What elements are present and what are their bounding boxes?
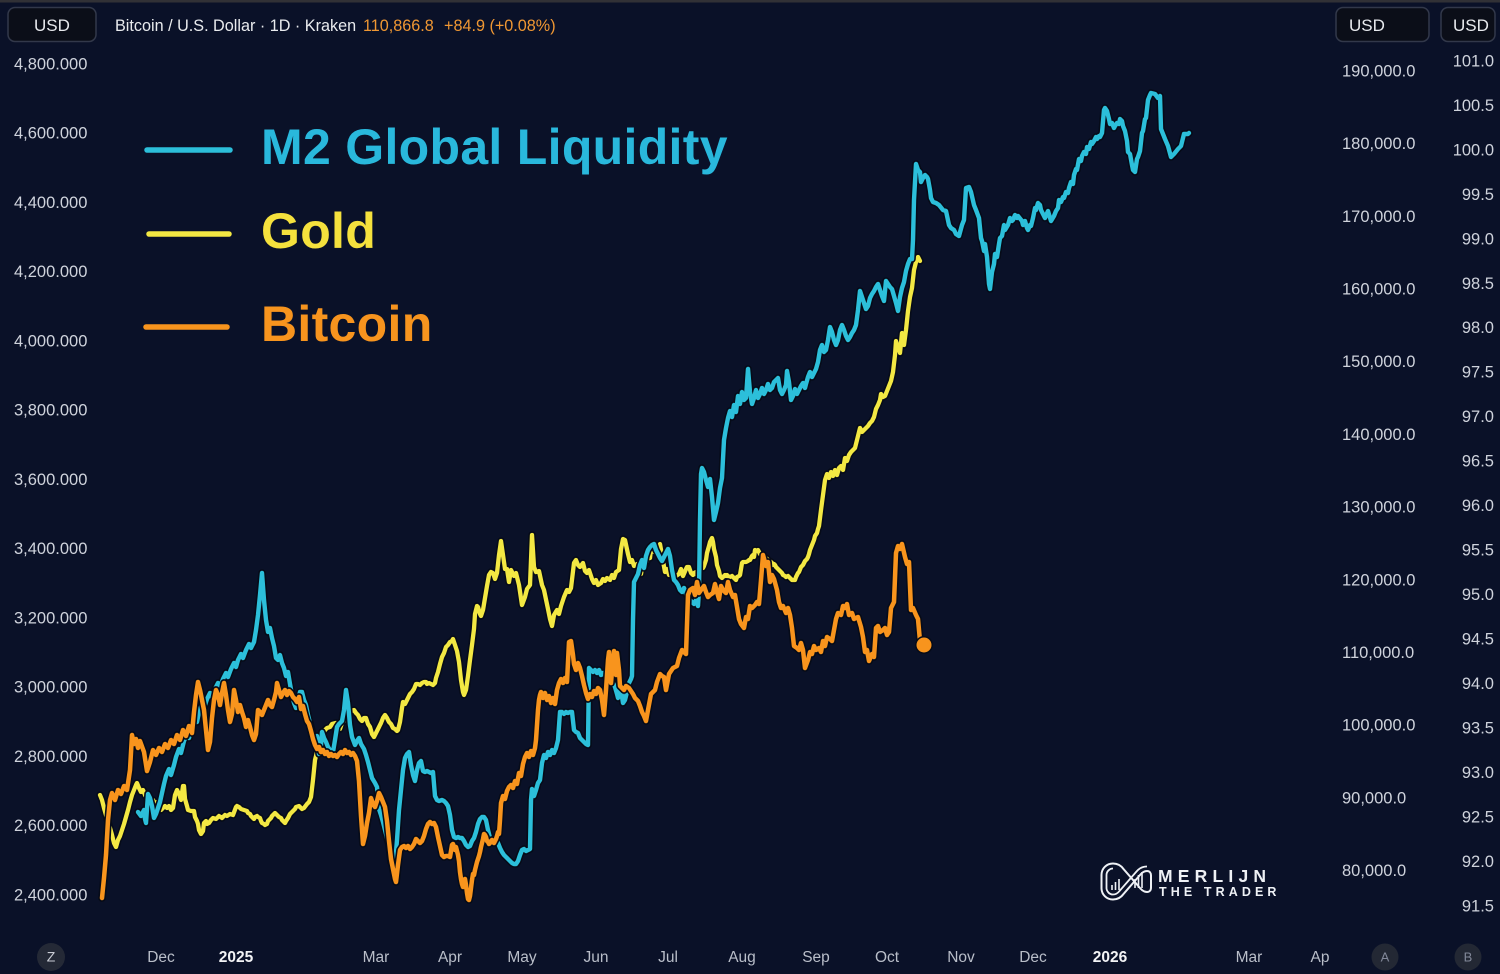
- svg-text:3,000.000: 3,000.000: [14, 679, 87, 697]
- svg-text:Nov: Nov: [947, 949, 975, 966]
- svg-text:USD: USD: [1453, 16, 1489, 35]
- svg-text:USD: USD: [1349, 16, 1385, 35]
- svg-text:94.5: 94.5: [1462, 630, 1494, 648]
- svg-text:Bitcoin / U.S. Dollar · 1D · K: Bitcoin / U.S. Dollar · 1D · Kraken: [115, 17, 356, 35]
- svg-text:May: May: [507, 949, 537, 966]
- svg-text:Mar: Mar: [363, 949, 390, 966]
- svg-text:4,800.000: 4,800.000: [14, 55, 87, 73]
- svg-text:MERLIJN: MERLIJN: [1158, 866, 1271, 886]
- svg-text:150,000.0: 150,000.0: [1342, 353, 1415, 371]
- svg-text:96.0: 96.0: [1462, 497, 1494, 515]
- svg-text:100.0: 100.0: [1453, 141, 1494, 159]
- svg-text:Dec: Dec: [1019, 949, 1047, 966]
- svg-text:95.5: 95.5: [1462, 542, 1494, 560]
- svg-text:110,000.0: 110,000.0: [1342, 644, 1414, 662]
- svg-text:USD: USD: [34, 16, 70, 35]
- svg-text:4,200.000: 4,200.000: [14, 263, 87, 281]
- svg-text:94.0: 94.0: [1462, 675, 1494, 693]
- svg-text:180,000.0: 180,000.0: [1342, 135, 1415, 153]
- svg-text:3,400.000: 3,400.000: [14, 540, 87, 558]
- svg-text:96.5: 96.5: [1462, 453, 1494, 471]
- svg-text:B: B: [1464, 949, 1473, 964]
- svg-text:2,800.000: 2,800.000: [14, 748, 87, 766]
- svg-text:100,000.0: 100,000.0: [1342, 717, 1415, 735]
- svg-text:4,400.000: 4,400.000: [14, 194, 87, 212]
- svg-text:101.0: 101.0: [1453, 52, 1494, 70]
- svg-text:Dec: Dec: [147, 949, 175, 966]
- svg-text:Z: Z: [47, 949, 56, 965]
- svg-text:160,000.0: 160,000.0: [1342, 280, 1415, 298]
- svg-text:Gold: Gold: [261, 203, 376, 259]
- svg-text:2025: 2025: [219, 949, 254, 966]
- svg-text:Ap: Ap: [1311, 949, 1330, 966]
- svg-text:2026: 2026: [1093, 949, 1128, 966]
- svg-text:140,000.0: 140,000.0: [1342, 426, 1415, 444]
- svg-text:100.5: 100.5: [1453, 97, 1494, 115]
- svg-text:80,000.0: 80,000.0: [1342, 862, 1406, 880]
- svg-text:93.5: 93.5: [1462, 719, 1494, 737]
- svg-text:120,000.0: 120,000.0: [1342, 571, 1415, 589]
- svg-text:A: A: [1381, 949, 1390, 964]
- svg-text:Aug: Aug: [728, 949, 756, 966]
- svg-text:98.5: 98.5: [1462, 275, 1494, 293]
- svg-text:Bitcoin: Bitcoin: [261, 296, 433, 352]
- svg-text:190,000.0: 190,000.0: [1342, 62, 1415, 80]
- svg-text:110,866.8: 110,866.8: [363, 17, 434, 35]
- svg-text:95.0: 95.0: [1462, 586, 1494, 604]
- svg-text:97.5: 97.5: [1462, 364, 1494, 382]
- svg-text:3,800.000: 3,800.000: [14, 402, 87, 420]
- svg-text:Apr: Apr: [438, 949, 462, 966]
- svg-text:Jun: Jun: [584, 949, 609, 966]
- svg-text:Jul: Jul: [658, 949, 678, 966]
- svg-text:2,400.000: 2,400.000: [14, 886, 87, 904]
- svg-text:99.5: 99.5: [1462, 186, 1494, 204]
- svg-text:4,600.000: 4,600.000: [14, 125, 87, 143]
- svg-text:130,000.0: 130,000.0: [1342, 499, 1415, 517]
- svg-text:99.0: 99.0: [1462, 230, 1494, 248]
- svg-text:92.5: 92.5: [1462, 808, 1494, 826]
- svg-text:Sep: Sep: [802, 949, 830, 966]
- svg-text:92.0: 92.0: [1462, 853, 1494, 871]
- svg-text:170,000.0: 170,000.0: [1342, 208, 1415, 226]
- svg-text:98.0: 98.0: [1462, 319, 1494, 337]
- svg-text:M2 Global Liquidity: M2 Global Liquidity: [261, 119, 728, 175]
- svg-text:Mar: Mar: [1236, 949, 1263, 966]
- svg-text:2,600.000: 2,600.000: [14, 817, 87, 835]
- svg-text:Oct: Oct: [875, 949, 900, 966]
- svg-text:90,000.0: 90,000.0: [1342, 789, 1406, 807]
- svg-text:4,000.000: 4,000.000: [14, 332, 87, 350]
- svg-text:THE TRADER: THE TRADER: [1159, 885, 1281, 899]
- svg-text:97.0: 97.0: [1462, 408, 1494, 426]
- svg-text:91.5: 91.5: [1462, 897, 1494, 915]
- svg-text:3,200.000: 3,200.000: [14, 609, 87, 627]
- svg-text:3,600.000: 3,600.000: [14, 471, 87, 489]
- svg-text:93.0: 93.0: [1462, 764, 1494, 782]
- svg-text:+84.9 (+0.08%): +84.9 (+0.08%): [444, 17, 556, 35]
